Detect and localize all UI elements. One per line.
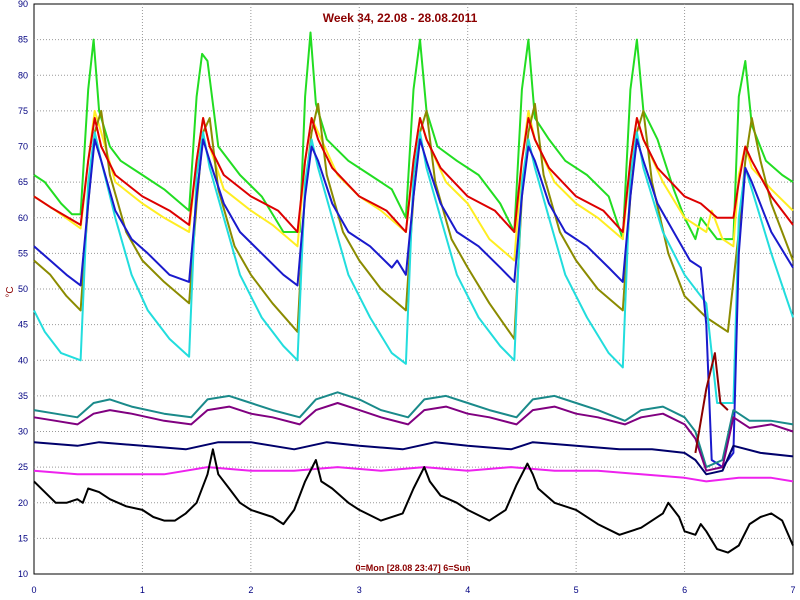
x-tick-label: 3 xyxy=(357,585,362,595)
series-line-6 xyxy=(33,138,794,469)
x-tick-label: 1 xyxy=(140,585,145,595)
series-line-5 xyxy=(33,117,794,233)
x-tick-label: 7 xyxy=(790,585,795,595)
x-tick-label: 5 xyxy=(574,585,579,595)
series-line-9 xyxy=(33,441,794,476)
y-tick-label: 70 xyxy=(18,142,28,152)
y-tick-label: 25 xyxy=(18,462,28,472)
y-tick-label: 55 xyxy=(18,248,28,258)
footer-caption: 0=Mon [28.08 23:47] 6=Sun xyxy=(355,563,470,573)
y-tick-label: 60 xyxy=(18,213,28,223)
y-tick-label: 80 xyxy=(18,70,28,80)
series-group xyxy=(33,31,794,554)
y-tick-label: 20 xyxy=(18,498,28,508)
y-tick-label: 45 xyxy=(18,320,28,330)
series-line-12 xyxy=(694,352,729,454)
y-tick-label: 40 xyxy=(18,355,28,365)
grid xyxy=(34,4,793,574)
series-line-11 xyxy=(33,448,794,554)
y-tick-label: 75 xyxy=(18,106,28,116)
y-tick-label: 85 xyxy=(18,35,28,45)
series-line-8 xyxy=(33,402,794,472)
x-tick-label: 6 xyxy=(682,585,687,595)
x-tick-label: 2 xyxy=(248,585,253,595)
y-tick-label: 35 xyxy=(18,391,28,401)
y-tick-label: 30 xyxy=(18,427,28,437)
y-tick-label: 90 xyxy=(18,0,28,9)
axis-ticks: 0 1 2 3 4 5 6 710152025303540455055606570758085… xyxy=(18,0,796,595)
x-tick-label: 4 xyxy=(465,585,470,595)
y-tick-label: 50 xyxy=(18,284,28,294)
chart-title: Week 34, 22.08 - 28.08.2011 xyxy=(323,11,478,25)
series-line-10 xyxy=(33,466,794,483)
series-line-4 xyxy=(33,131,794,404)
y-tick-label: 10 xyxy=(18,569,28,579)
y-tick-label: 65 xyxy=(18,177,28,187)
y-tick-label: 15 xyxy=(18,533,28,543)
series-line-7 xyxy=(33,391,794,469)
x-tick-label: 0 xyxy=(31,585,36,595)
y-axis-label: °C xyxy=(5,286,16,297)
